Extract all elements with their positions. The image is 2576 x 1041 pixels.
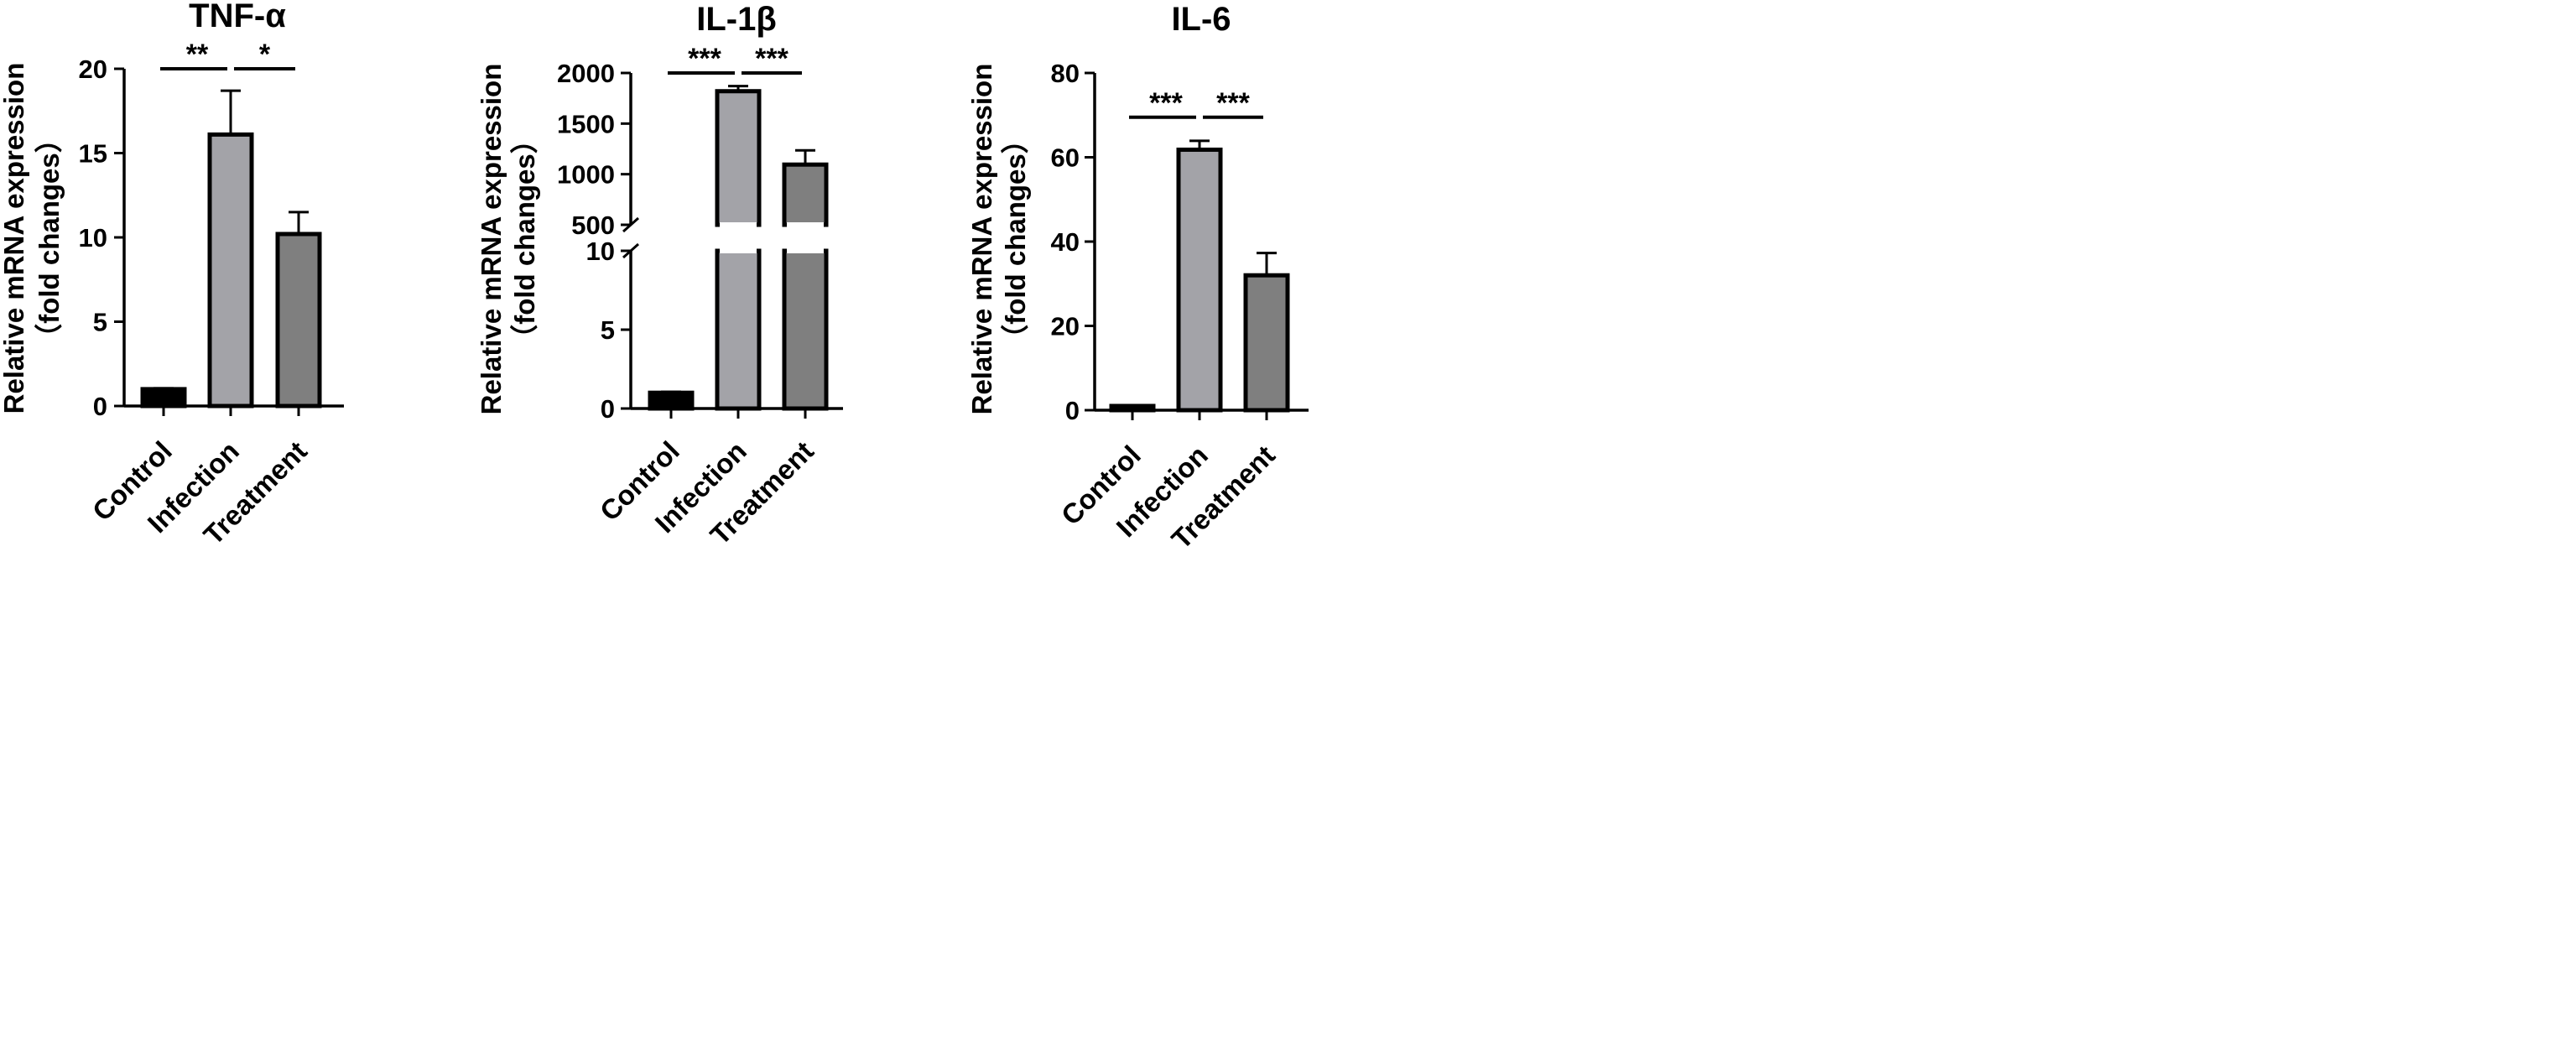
y-tick-label: 500 (571, 211, 615, 240)
y-axis-label: Relative mRNA expression (0, 63, 29, 414)
bar-infection-upper (715, 89, 762, 227)
bar-control (140, 387, 187, 409)
y-axis-label: Relative mRNA expression (476, 64, 507, 415)
chart-title: IL-6 (1171, 1, 1231, 38)
y-tick-label: 20 (79, 55, 107, 84)
y-tick-label: 5 (601, 315, 615, 345)
bar-treatment (1243, 273, 1290, 413)
significance-label: *** (688, 43, 721, 75)
bar-treatment (275, 232, 322, 409)
y-tick-label: 10 (586, 237, 615, 266)
tnf-alpha-panel: TNF-α Relative mRNA expression （fold chang… (0, 0, 344, 550)
y-tick-label: 60 (1051, 143, 1080, 173)
y-tick-label: 2000 (557, 59, 615, 88)
bar-control (648, 390, 695, 411)
y-tick-label: 1000 (557, 160, 615, 190)
significance-label: *** (1216, 87, 1250, 119)
significance-label: *** (1149, 87, 1183, 119)
y-axis-label-units: （fold changes） (34, 125, 65, 351)
y-tick-label: 5 (93, 308, 107, 337)
y-tick-label: 1500 (557, 109, 615, 138)
il-1beta-panel: IL-1β Relative mRNA expression （fold chang… (476, 1, 843, 550)
y-tick-label: 0 (93, 392, 107, 421)
y-axis-label-units: （fold changes） (509, 126, 540, 352)
bar-break-gap (787, 222, 824, 253)
y-tick-label: 80 (1051, 59, 1080, 88)
y-tick-label: 40 (1051, 227, 1080, 257)
y-tick-label: 0 (1065, 396, 1080, 425)
bar-infection (1176, 147, 1223, 413)
y-tick-label: 20 (1051, 312, 1080, 341)
y-axis-label: Relative mRNA expression (966, 64, 997, 415)
chart-title: IL-1β (696, 1, 777, 38)
significance-label: * (259, 39, 271, 70)
y-tick-label: 15 (79, 139, 107, 169)
bar-infection-lower (715, 248, 762, 411)
significance-label: *** (755, 43, 788, 75)
y-axis-label-units: （fold changes） (1000, 126, 1031, 352)
chart-title: TNF-α (189, 0, 286, 34)
bar-break-gap (720, 222, 757, 253)
y-tick-label: 10 (79, 223, 107, 252)
bar-infection (207, 132, 254, 409)
bar-treatment-lower (782, 248, 829, 411)
significance-label: ** (186, 39, 209, 70)
y-tick-label: 0 (601, 394, 615, 424)
il-6-panel: IL-6 Relative mRNA expression （fold change… (966, 1, 1309, 554)
bar-treatment-upper (782, 162, 829, 227)
